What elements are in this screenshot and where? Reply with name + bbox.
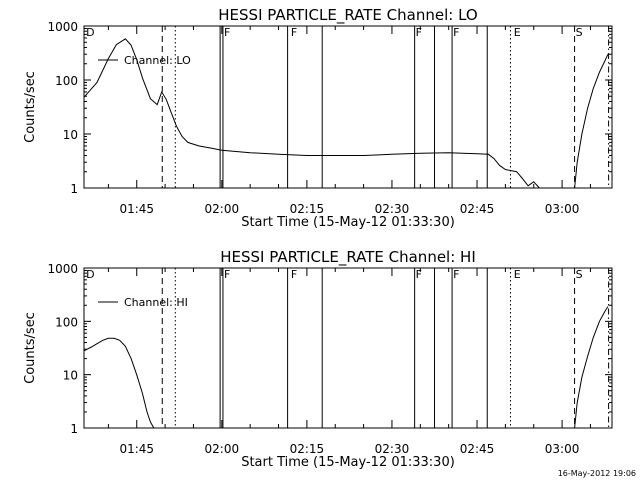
event-label: F	[291, 26, 297, 39]
series-line-2	[574, 306, 609, 428]
chart-title: HESSI PARTICLE_RATE Channel: LO	[218, 6, 477, 25]
x-tick-label: 01:45	[119, 202, 154, 216]
y-tick-label: 1	[70, 422, 78, 436]
x-tick-label: 02:45	[460, 442, 495, 456]
series-line-1	[84, 337, 155, 428]
x-tick-label: 02:45	[460, 202, 495, 216]
y-tick-label: 100	[55, 74, 78, 88]
plot-frame	[83, 267, 613, 429]
event-label: D	[86, 268, 94, 281]
event-label: F	[453, 268, 459, 281]
x-tick-label: 03:00	[545, 202, 580, 216]
footer-timestamp: 16-May-2012 19:06	[558, 469, 636, 478]
legend-label: Channel: LO	[124, 54, 191, 67]
event-label: F	[416, 26, 422, 39]
chart-panel-1: HESSI PARTICLE_RATE Channel: LO 1 10 100 100…	[23, 6, 613, 230]
y-axis-label: Counts/sec	[23, 312, 38, 384]
y-tick-label: 10	[63, 369, 78, 383]
event-label: E	[514, 26, 521, 39]
event-label: E	[514, 268, 521, 281]
legend-label: Channel: HI	[124, 296, 188, 309]
x-tick-label: 02:15	[290, 202, 325, 216]
y-tick-label: 10	[63, 128, 78, 142]
event-label: F	[224, 268, 230, 281]
y-axis-label: Counts/sec	[23, 71, 38, 143]
x-tick-label: 01:45	[119, 442, 154, 456]
x-tick-label: 02:30	[375, 202, 410, 216]
y-tick-label: 100	[55, 315, 78, 329]
event-label: F	[453, 26, 459, 39]
plot-frame	[83, 25, 613, 189]
series-line-2	[574, 53, 609, 188]
event-label: F	[291, 268, 297, 281]
chart-title: HESSI PARTICLE_RATE Channel: HI	[220, 248, 476, 267]
event-label: S	[576, 26, 583, 39]
y-tick-label: 1000	[47, 20, 78, 34]
event-label: F	[224, 26, 230, 39]
series-line-1	[84, 38, 540, 188]
x-axis-label: Start Time (15-May-12 01:33:30)	[241, 455, 455, 470]
event-label: F	[416, 268, 422, 281]
x-tick-label: 02:00	[205, 202, 240, 216]
y-tick-label: 1	[70, 182, 78, 196]
x-tick-label: 02:00	[205, 442, 240, 456]
chart-panel-2: HESSI PARTICLE_RATE Channel: HI 1 10 100 100…	[23, 248, 613, 470]
event-label: S	[576, 268, 583, 281]
event-label: D	[86, 26, 94, 39]
x-tick-label: 03:00	[545, 442, 580, 456]
x-tick-label: 02:15	[290, 442, 325, 456]
y-tick-label: 1000	[47, 262, 78, 276]
x-axis-label: Start Time (15-May-12 01:33:30)	[241, 215, 455, 230]
x-tick-label: 02:30	[375, 442, 410, 456]
